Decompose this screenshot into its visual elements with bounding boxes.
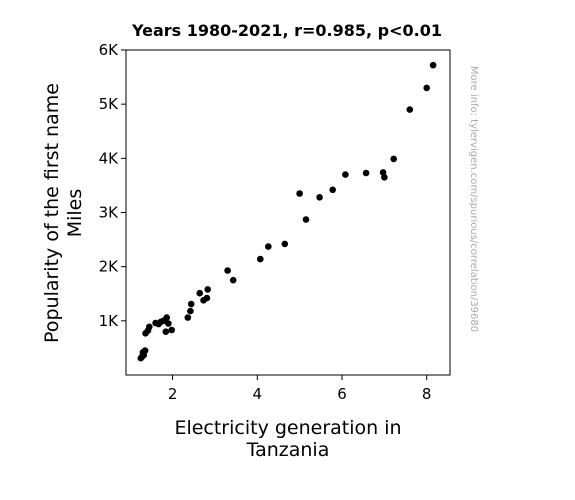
data-point-32 [329, 186, 337, 194]
y-tick-label: 6K [99, 41, 120, 59]
y-tick-label: 5K [99, 95, 120, 113]
y-tick-label: 4K [99, 149, 120, 167]
data-point-8 [146, 323, 153, 331]
data-point-39 [423, 84, 431, 92]
data-point-25 [229, 276, 237, 284]
data-point-37 [390, 155, 398, 163]
data-point-14 [163, 314, 170, 321]
data-point-30 [302, 216, 310, 223]
x-axis-ticks: 2 4 6 8 [168, 375, 432, 403]
y-tick-label: 2K [99, 258, 120, 276]
data-point-29 [296, 190, 303, 197]
plot-frame [125, 49, 451, 376]
data-point-16 [168, 326, 175, 334]
data-point-27 [265, 243, 272, 250]
data-point-13 [162, 328, 170, 336]
data-point-17 [184, 314, 192, 321]
data-point-40 [429, 61, 437, 69]
data-point-33 [342, 171, 349, 178]
data-point-38 [406, 106, 414, 113]
data-point-26 [257, 255, 264, 263]
x-axis-label-line-1: Electricity generation in [174, 417, 401, 439]
x-tick-label: 2 [168, 385, 178, 403]
data-point-34 [362, 169, 370, 177]
y-axis-ticks: 1K 2K 3K 4K 5K 6K [99, 41, 126, 330]
data-point-28 [281, 240, 289, 248]
data-point-5 [141, 347, 149, 354]
data-point-22 [203, 294, 211, 302]
data-point-31 [316, 194, 323, 201]
y-axis-label-line-1: Popularity of the first name [41, 83, 63, 343]
x-tick-label: 6 [337, 385, 347, 403]
x-tick-label: 8 [422, 385, 432, 403]
plot-area [125, 49, 451, 376]
data-point-18 [187, 307, 194, 315]
data-point-19 [187, 300, 195, 308]
x-axis-label-line-2: Tanzania [246, 439, 330, 461]
data-point-24 [224, 267, 231, 274]
data-points [137, 61, 437, 362]
data-point-36 [381, 174, 388, 181]
data-point-15 [165, 320, 172, 327]
chart-title: Years 1980-2021, r=0.985, p<0.01 [131, 21, 442, 40]
data-point-23 [204, 286, 211, 293]
y-axis-label-line-2: Miles [64, 189, 86, 238]
x-tick-label: 4 [253, 385, 263, 403]
y-tick-label: 3K [99, 204, 120, 222]
data-point-20 [196, 289, 203, 297]
y-tick-label: 1K [99, 312, 120, 330]
watermark-text: More info: tylervigen.com/spurious/corre… [468, 66, 479, 332]
